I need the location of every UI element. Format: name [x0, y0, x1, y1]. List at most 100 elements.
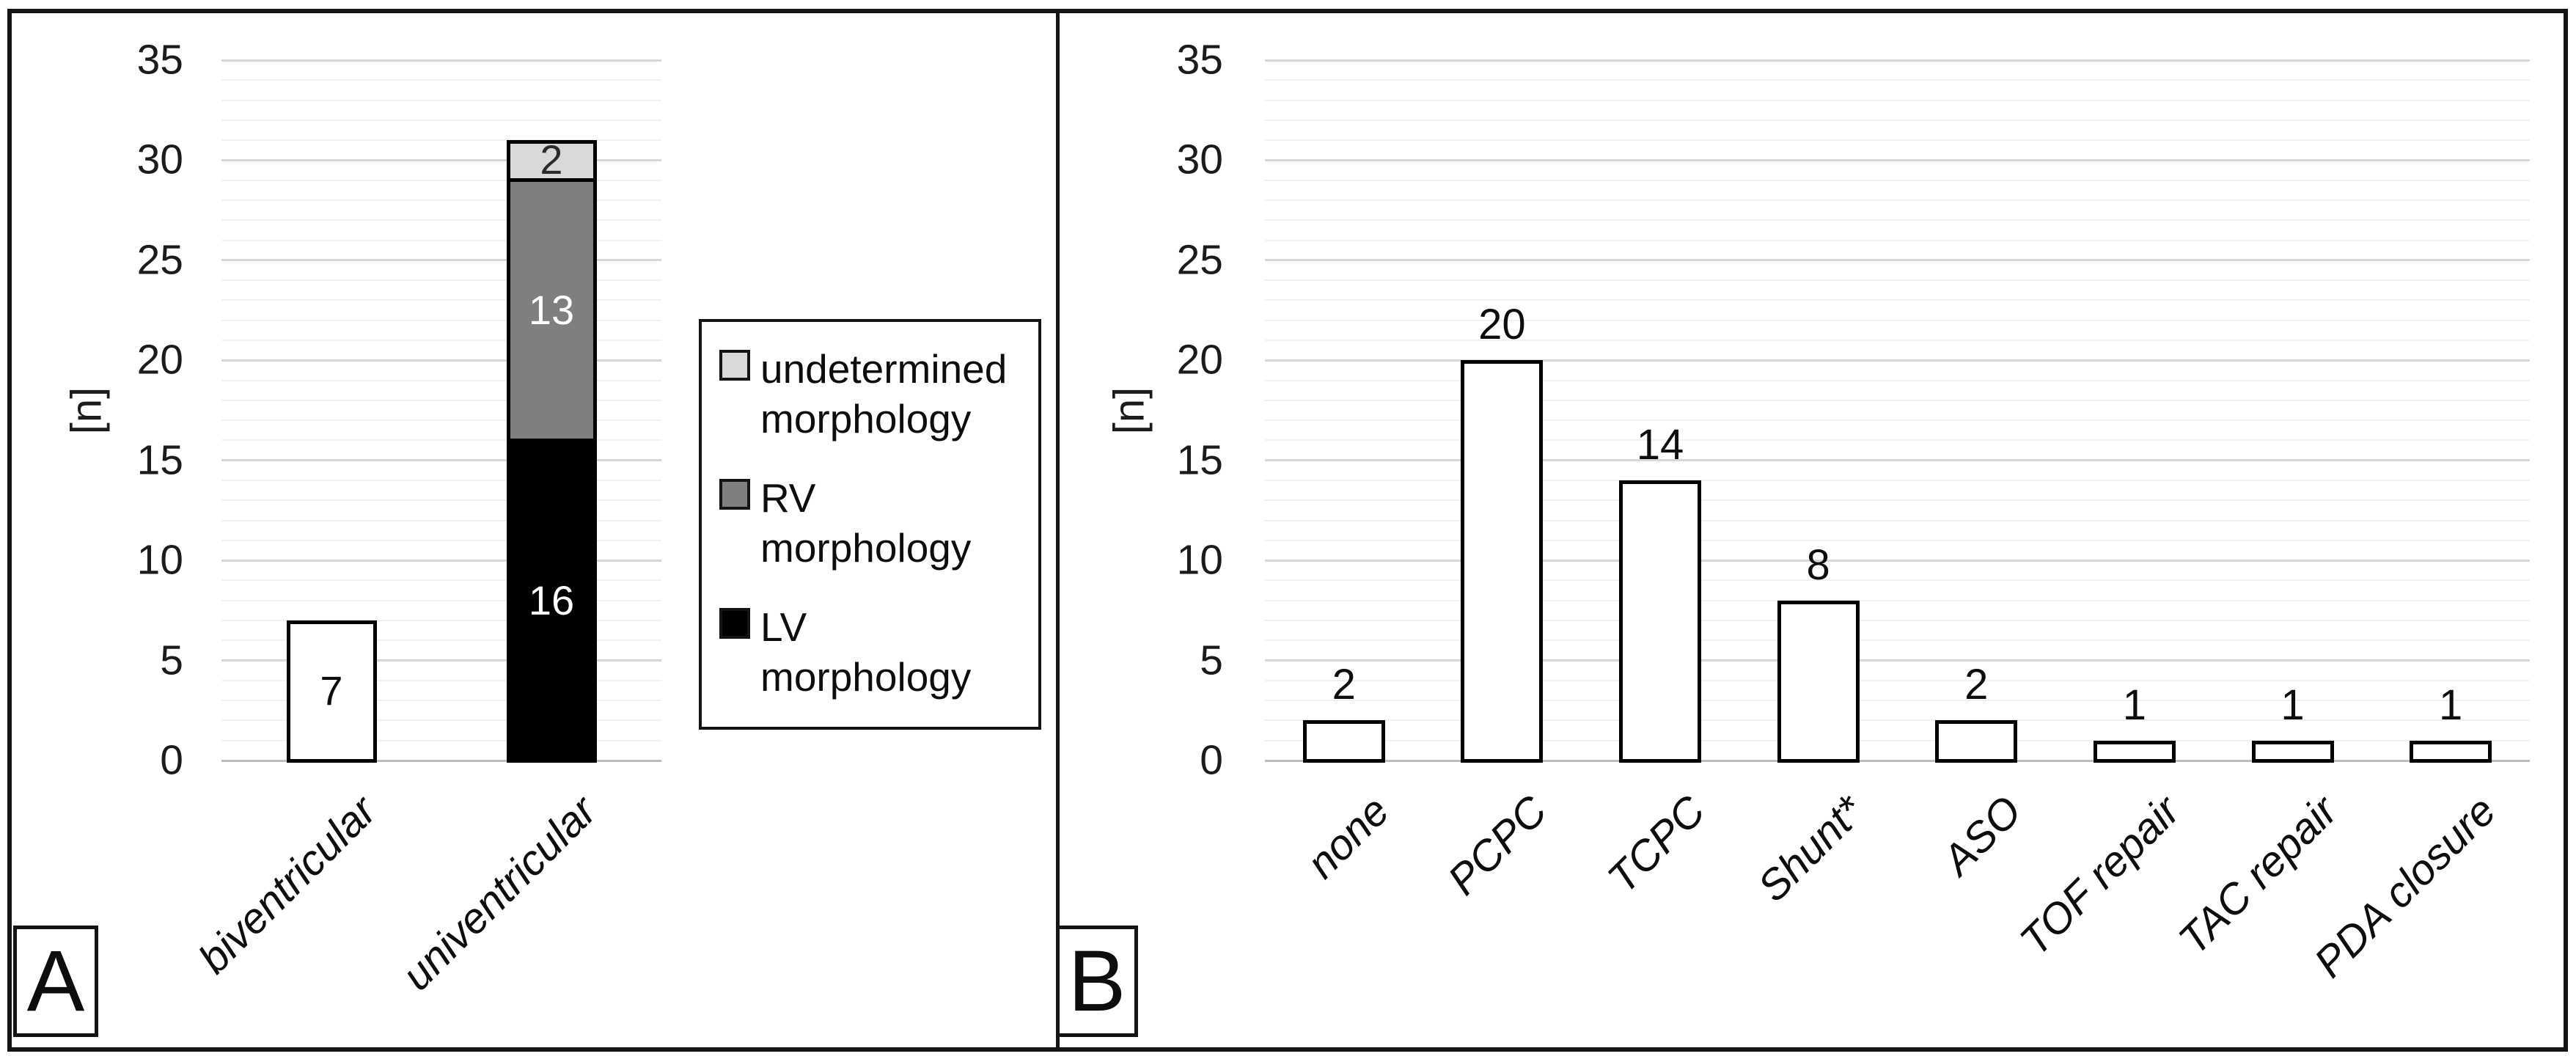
bar-segment	[1619, 480, 1702, 761]
minor-gridline	[221, 179, 661, 181]
minor-gridline	[1265, 439, 2530, 441]
legend-item: RV morphology	[719, 473, 1024, 573]
bar-outline	[506, 140, 597, 763]
zero-gridline	[221, 759, 661, 762]
legend-swatch-undetermined-icon	[719, 350, 750, 381]
minor-gridline	[1265, 239, 2530, 241]
y-tick-label: 20	[136, 336, 183, 384]
bar-value-label: 2	[1332, 661, 1356, 709]
bar-outline	[286, 620, 377, 763]
minor-gridline	[221, 239, 661, 241]
minor-gridline	[221, 640, 661, 642]
minor-gridline	[1265, 199, 2530, 201]
minor-gridline	[1265, 539, 2530, 541]
bar-value-label: 16	[528, 576, 575, 623]
minor-gridline	[1265, 739, 2530, 741]
figure-border	[7, 9, 2568, 1052]
minor-gridline	[221, 579, 661, 582]
zero-gridline	[1265, 759, 2530, 762]
bar-outline	[1935, 720, 2018, 763]
minor-gridline	[1265, 319, 2530, 321]
minor-gridline	[1265, 79, 2530, 81]
bar-outline	[2093, 740, 2176, 763]
minor-gridline	[1265, 700, 2530, 702]
bar-segment	[1302, 720, 1385, 761]
minor-gridline	[221, 679, 661, 681]
legend-label: undetermined morphology	[760, 346, 1008, 442]
legend-swatch-rv-icon	[719, 478, 750, 510]
bar-value-label: 7	[320, 667, 343, 714]
y-tick-label: 35	[1176, 36, 1223, 84]
y-tick-label: 0	[1200, 736, 1223, 784]
minor-gridline	[1265, 399, 2530, 401]
y-tick-label: 15	[1176, 436, 1223, 484]
bar-outline	[1619, 480, 1702, 763]
y-tick-label: 25	[1176, 236, 1223, 284]
minor-gridline	[1265, 139, 2530, 142]
y-tick-label: 0	[160, 736, 183, 784]
minor-gridline	[221, 99, 661, 101]
minor-gridline	[221, 480, 661, 481]
minor-gridline	[1265, 419, 2530, 422]
minor-gridline	[221, 79, 661, 81]
bar-outline	[1777, 600, 1860, 763]
y-tick-label: 15	[136, 436, 183, 484]
minor-gridline	[221, 620, 661, 621]
minor-gridline	[1265, 179, 2530, 181]
minor-gridline	[1265, 620, 2530, 621]
major-gridline	[221, 659, 661, 662]
segment-boundary	[506, 178, 597, 183]
bar-outline	[1461, 360, 1544, 763]
major-gridline	[221, 158, 661, 161]
minor-gridline	[221, 379, 661, 381]
minor-gridline	[1265, 480, 2530, 481]
major-gridline	[221, 359, 661, 362]
minor-gridline	[1265, 640, 2530, 642]
legend-item: LV morphology	[719, 602, 1024, 702]
minor-gridline	[221, 119, 661, 121]
major-gridline	[1265, 359, 2530, 362]
legend: undetermined morphology RV morphology LV m…	[699, 319, 1041, 730]
segment-boundary	[506, 438, 597, 442]
minor-gridline	[1265, 499, 2530, 502]
minor-gridline	[221, 219, 661, 221]
minor-gridline	[1265, 599, 2530, 601]
major-gridline	[1265, 659, 2530, 662]
major-gridline	[1265, 459, 2530, 462]
bar-segment	[1777, 600, 1860, 761]
major-gridline	[221, 559, 661, 562]
y-tick-label: 10	[1176, 536, 1223, 584]
minor-gridline	[221, 439, 661, 441]
y-axis-title: [n]	[1105, 386, 1153, 434]
major-gridline	[1265, 59, 2530, 62]
bar-value-label: 2	[540, 136, 563, 183]
y-tick-label: 35	[136, 36, 183, 84]
minor-gridline	[1265, 299, 2530, 301]
major-gridline	[1265, 559, 2530, 562]
minor-gridline	[221, 340, 661, 341]
y-tick-label: 10	[136, 536, 183, 584]
major-gridline	[1265, 259, 2530, 262]
bar-outline	[2251, 740, 2334, 763]
y-tick-label: 5	[1200, 637, 1223, 684]
y-tick-label: 5	[160, 637, 183, 684]
bar-segment	[506, 140, 597, 180]
panel-a-letter: A	[13, 926, 98, 1037]
panel-divider	[1056, 9, 1060, 1052]
minor-gridline	[221, 519, 661, 521]
y-tick-label: 30	[136, 136, 183, 183]
minor-gridline	[1265, 719, 2530, 722]
bar-value-label: 8	[1806, 541, 1830, 589]
bar-value-label: 1	[2122, 681, 2147, 729]
bar-value-label: 2	[1964, 661, 1989, 709]
y-tick-label: 20	[1176, 336, 1223, 384]
minor-gridline	[221, 399, 661, 401]
minor-gridline	[221, 299, 661, 301]
minor-gridline	[1265, 219, 2530, 221]
minor-gridline	[1265, 119, 2530, 121]
y-axis-title: [n]	[62, 386, 111, 434]
minor-gridline	[221, 279, 661, 282]
bar-segment	[1935, 720, 2018, 761]
minor-gridline	[1265, 579, 2530, 582]
